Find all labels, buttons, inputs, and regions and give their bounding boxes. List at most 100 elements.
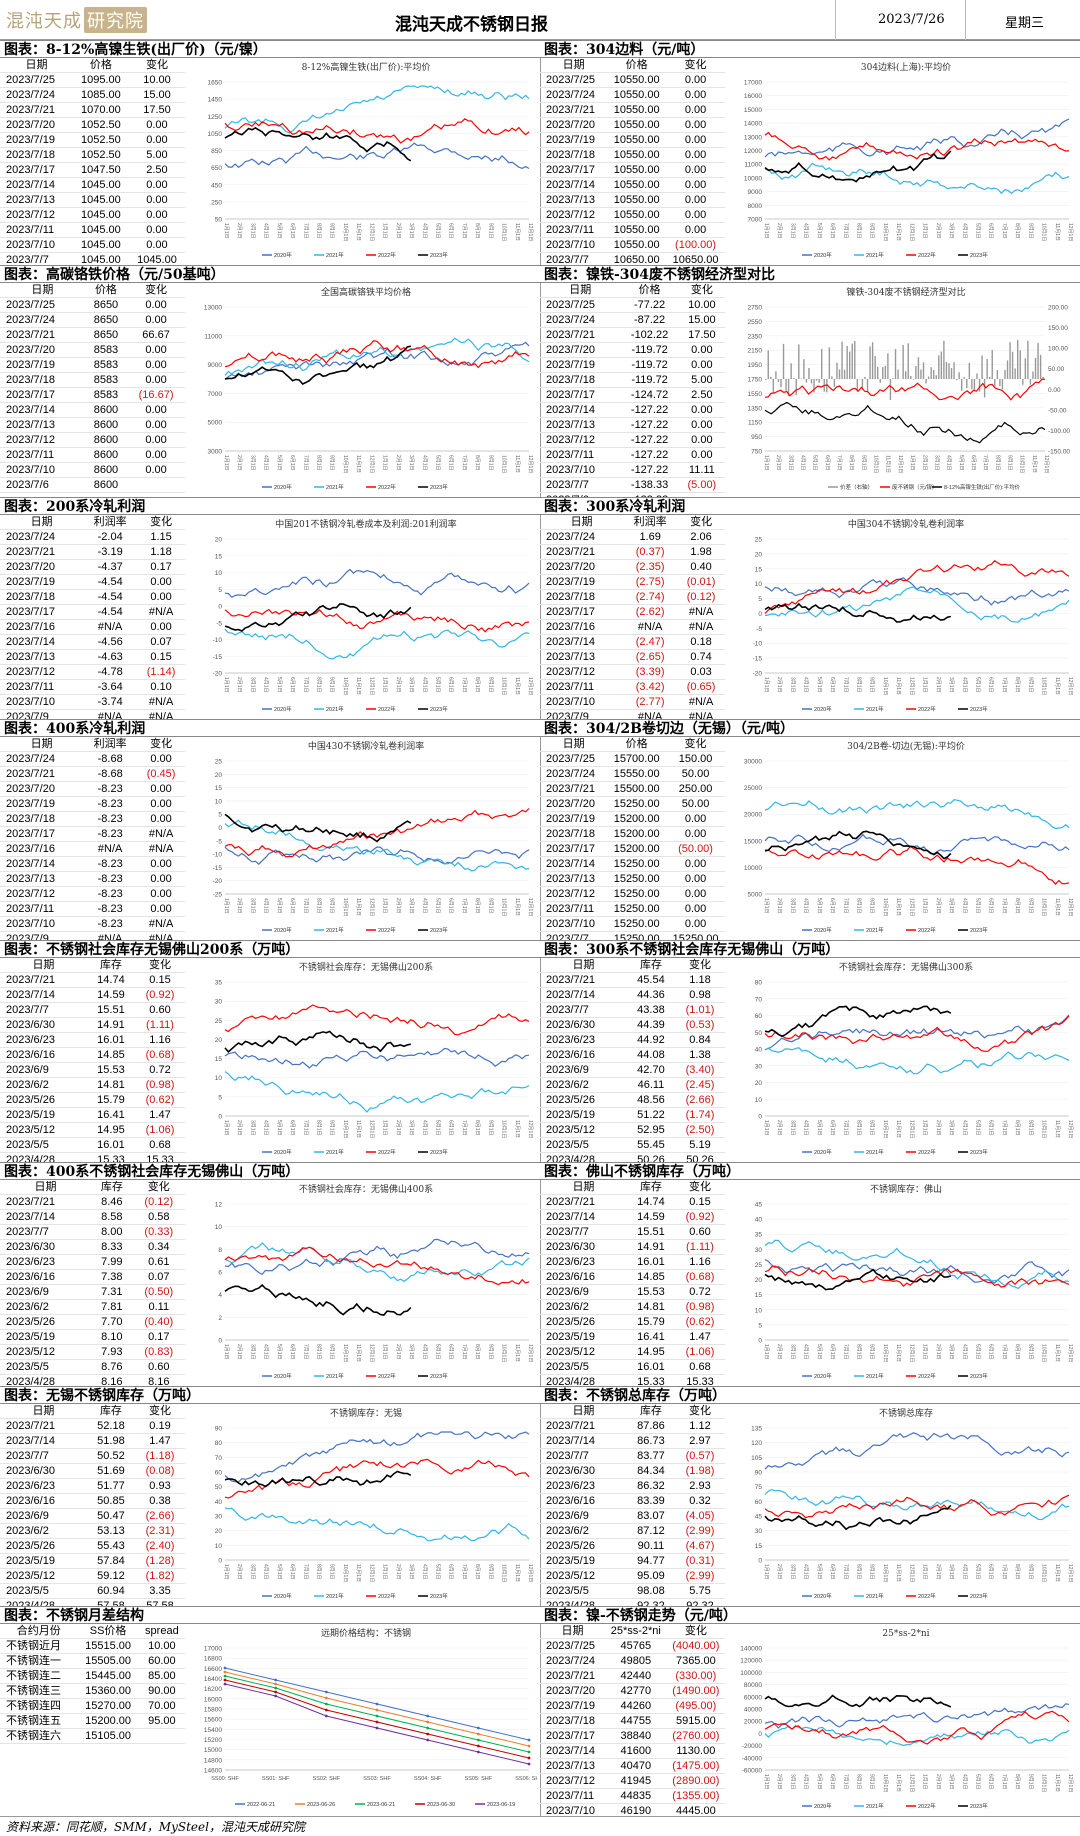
x-tick-label: 9月1日 <box>329 1120 335 1136</box>
y-tick-label: -10 <box>213 852 223 859</box>
y-tick-label: 5 <box>218 587 222 594</box>
y-tick-label: 40000 <box>744 1707 762 1714</box>
table-row: 2023/7/19 (2.75) (0.01) <box>540 574 725 591</box>
x-tick-label: 9月1日 <box>869 677 875 693</box>
table-cell: (2760.00) <box>666 1728 725 1745</box>
spread-bar <box>828 347 831 379</box>
x-tick-label: 12月1日 <box>368 898 374 916</box>
table-cell: 2023/5/12 <box>0 1122 87 1139</box>
x-tick-label: 8月1日 <box>848 455 854 471</box>
line-chart: 25*ss-2*ni 140000 120000 100000 80000 60000 40… <box>735 1624 1077 1814</box>
y-tick-label: -15 <box>213 865 223 872</box>
y2-tick-label: 0.00 <box>1048 387 1061 394</box>
series-line <box>764 1724 1070 1747</box>
legend-label: 2023年 <box>430 926 448 934</box>
x-tick-label: 8月1日 <box>316 455 322 471</box>
table-row: 2023/5/26 7.70 (0.40) <box>0 1314 185 1331</box>
section-body: 日期 库存 变化 2023/7/21 45.54 1.18 2023/7/14 44.36 0.… <box>540 958 1080 1162</box>
series-line <box>764 799 1070 830</box>
table-row: 2023/6/9 15.53 0.72 <box>0 1062 185 1079</box>
table-row: 2023/5/19 94.77 (0.31) <box>540 1553 725 1570</box>
x-tick-label: 9月1日 <box>869 1120 875 1136</box>
table-cell: (0.98) <box>135 1077 185 1094</box>
x-tick-label: 11月1日 <box>355 898 361 916</box>
table-row: 2023/7/21 10550.00 0.00 <box>540 102 725 119</box>
series-line <box>224 1470 412 1488</box>
table-cell: 2023/7/25 <box>540 751 608 768</box>
y-tick-label: -20000 <box>742 1743 763 1750</box>
table-cell: (2.45) <box>675 1077 725 1094</box>
table-cell: 14.81 <box>626 1299 675 1316</box>
x-tick-label: 2月1日 <box>776 1344 782 1360</box>
chart-section: 图表：镍-不锈钢走势（元/吨） 日期 25*ss-2*ni 变化 2023/7/25 45… <box>540 1606 1080 1816</box>
table-cell: 90.00 <box>138 1683 185 1700</box>
table-cell: 8.00 <box>91 1224 133 1241</box>
table-cell: (0.68) <box>675 1269 725 1286</box>
table-row: 2023/7/7 43.38 (1.01) <box>540 1002 725 1019</box>
x-tick-label: 2月1日 <box>395 1344 401 1360</box>
table-cell: 10.00 <box>678 297 725 314</box>
x-tick-label: 6月1日 <box>448 1120 454 1136</box>
table-cell: 2023/7/7 <box>540 477 621 494</box>
series-line <box>764 830 952 860</box>
curve-line <box>224 1679 530 1759</box>
table-cell: 2023/7/7 <box>0 1224 92 1241</box>
y-tick-label: 40 <box>755 1217 763 1224</box>
table-row: 2023/7/10 46190 4445.00 <box>540 1803 725 1816</box>
spread-bar <box>1029 379 1032 385</box>
y-tick-label: 14800 <box>204 1757 222 1764</box>
x-tick-label: 9月1日 <box>329 223 335 239</box>
table-cell: 0.00 <box>137 886 185 903</box>
section-body: 日期 库存 变化 2023/7/21 52.18 0.19 2023/7/14 51.98 1.… <box>0 1404 540 1606</box>
table-cell: 2023/7/9 <box>0 931 84 940</box>
table-cell: 2023/7/6 <box>0 477 85 494</box>
y-tick-label: 5 <box>218 812 222 819</box>
spread-bar <box>882 367 884 379</box>
y-tick-label: 5 <box>758 596 762 603</box>
y-tick-label: 90 <box>755 1470 763 1477</box>
table-cell: 0.00 <box>666 102 725 119</box>
table-header-row: 日期 库存 变化 <box>540 1404 725 1420</box>
table-cell: -4.78 <box>83 664 138 681</box>
table-cell: 2023/7/11 <box>540 679 624 696</box>
x-tick-label: SS02: SHF <box>313 1776 341 1782</box>
x-tick-label: 12月1日 <box>527 223 533 241</box>
table-cell: #N/A <box>137 604 185 621</box>
table-header-row: 日期 价格 变化 <box>540 283 725 299</box>
table-cell: 2023/7/24 <box>0 529 84 546</box>
y2-tick-label: 150.00 <box>1048 325 1068 332</box>
spread-bar <box>940 351 943 379</box>
table-cell: 2023/7/21 <box>0 1418 87 1435</box>
column-header: spread <box>138 1624 185 1640</box>
y-tick-label: 850 <box>211 148 222 155</box>
y-tick-label: 120000 <box>740 1658 762 1665</box>
table-cell: 2023/7/25 <box>0 297 85 314</box>
table-row: 2023/6/30 84.34 (1.98) <box>540 1463 725 1480</box>
section-title: 图表：高碳铬铁价格（元/50基吨） <box>0 265 540 283</box>
column-header: 变化 <box>132 1180 185 1196</box>
table-row: 2023/5/5 16.01 0.68 <box>540 1359 725 1376</box>
table-cell: 2023/7/21 <box>540 1668 605 1685</box>
x-tick-label: 3月1日 <box>948 677 954 693</box>
table-cell: 不锈钢连四 <box>0 1698 78 1715</box>
table-cell: 2023/7/17 <box>540 604 624 621</box>
table-cell: 2023/5/5 <box>540 1359 627 1376</box>
table-cell: (2.31) <box>135 1523 185 1540</box>
table-row: 2023/7/11 1045.00 0.00 <box>0 222 185 239</box>
section-title: 图表：镍铁-304废不锈钢经济型对比 <box>540 265 1080 283</box>
table-cell: -4.56 <box>83 634 138 651</box>
x-tick-label: 10月1日 <box>873 455 879 473</box>
table-cell: 2023/5/19 <box>540 1107 627 1124</box>
series-line <box>764 378 1046 401</box>
table-cell: 2023/7/13 <box>0 192 73 209</box>
x-tick-label: 4月1日 <box>421 898 427 914</box>
x-tick-label: 4月1日 <box>961 1120 967 1136</box>
table-cell: 2023/5/26 <box>540 1314 627 1331</box>
y-tick-label: 30 <box>215 999 223 1006</box>
y-tick-label: 11000 <box>204 333 222 340</box>
table-cell: 2023/7/19 <box>540 132 608 149</box>
x-tick-label: 12月1日 <box>1067 1774 1073 1792</box>
x-tick-label: 3月1日 <box>789 1774 795 1790</box>
chart-section: 图表：300系冷轧利润 日期 利润率 变化 2023/7/24 1.69 2.06 2023/… <box>540 497 1080 719</box>
spread-bar <box>854 340 856 379</box>
